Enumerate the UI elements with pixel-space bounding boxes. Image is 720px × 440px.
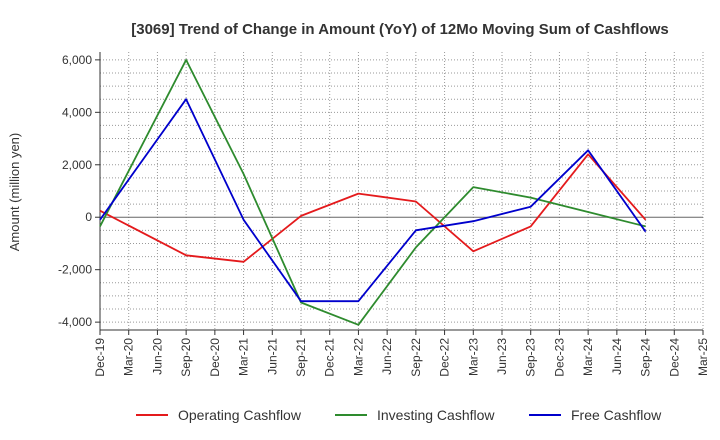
x-tick-label: Dec-23 <box>552 338 566 377</box>
y-tick-label: -4,000 <box>58 315 92 329</box>
x-tick-label: Jun-23 <box>495 338 509 375</box>
operating-cashflow-line <box>99 153 647 263</box>
legend: Operating Cashflow Investing Cashflow Free… <box>136 407 662 423</box>
x-tick-label: Dec-22 <box>438 338 452 377</box>
x-tick-label: Mar-22 <box>351 338 365 376</box>
y-tick-label: 2,000 <box>62 158 92 172</box>
operating-cashflow-legend-label: Operating Cashflow <box>178 407 302 423</box>
x-tick-label: Dec-21 <box>323 338 337 377</box>
free-cashflow-line <box>99 98 647 303</box>
x-tick-label: Dec-20 <box>208 338 222 377</box>
x-tick-label: Jun-20 <box>150 338 164 375</box>
y-tick-label: 0 <box>85 210 92 224</box>
x-tick-label: Jun-21 <box>265 338 279 375</box>
y-tick-label: 4,000 <box>62 105 92 119</box>
investing-cashflow-legend-label: Investing Cashflow <box>377 407 495 423</box>
x-tick-label: Sep-22 <box>409 338 423 377</box>
x-tick-label: Jun-24 <box>610 338 624 375</box>
x-tick-label: Mar-21 <box>237 338 251 376</box>
x-tick-label: Sep-24 <box>639 338 653 377</box>
y-tick-label: 6,000 <box>62 53 92 67</box>
x-tick-label: Sep-23 <box>524 338 538 377</box>
x-tick-label: Sep-20 <box>179 338 193 377</box>
y-axis-label: Amount (million yen) <box>7 133 22 252</box>
x-tick-label: Mar-23 <box>466 338 480 376</box>
x-tick-label: Mar-24 <box>581 338 595 376</box>
x-tick-label: Dec-19 <box>93 338 107 377</box>
plot-background <box>100 52 703 330</box>
investing-cashflow-line <box>99 59 646 326</box>
x-tick-label: Jun-22 <box>380 338 394 375</box>
x-tick-label: Sep-21 <box>294 338 308 377</box>
y-tick-label: -2,000 <box>58 263 92 277</box>
x-tick-label: Dec-24 <box>667 338 681 377</box>
plot-area: -4,000 -2,000 0 2,000 4,000 6,000 Dec-19 Mar-20… <box>58 52 710 377</box>
free-cashflow-legend-label: Free Cashflow <box>571 407 662 423</box>
x-tick-label: Mar-25 <box>696 338 710 376</box>
x-tick-label: Mar-20 <box>122 338 136 376</box>
chart-title: [3069] Trend of Change in Amount (YoY) o… <box>131 21 669 38</box>
